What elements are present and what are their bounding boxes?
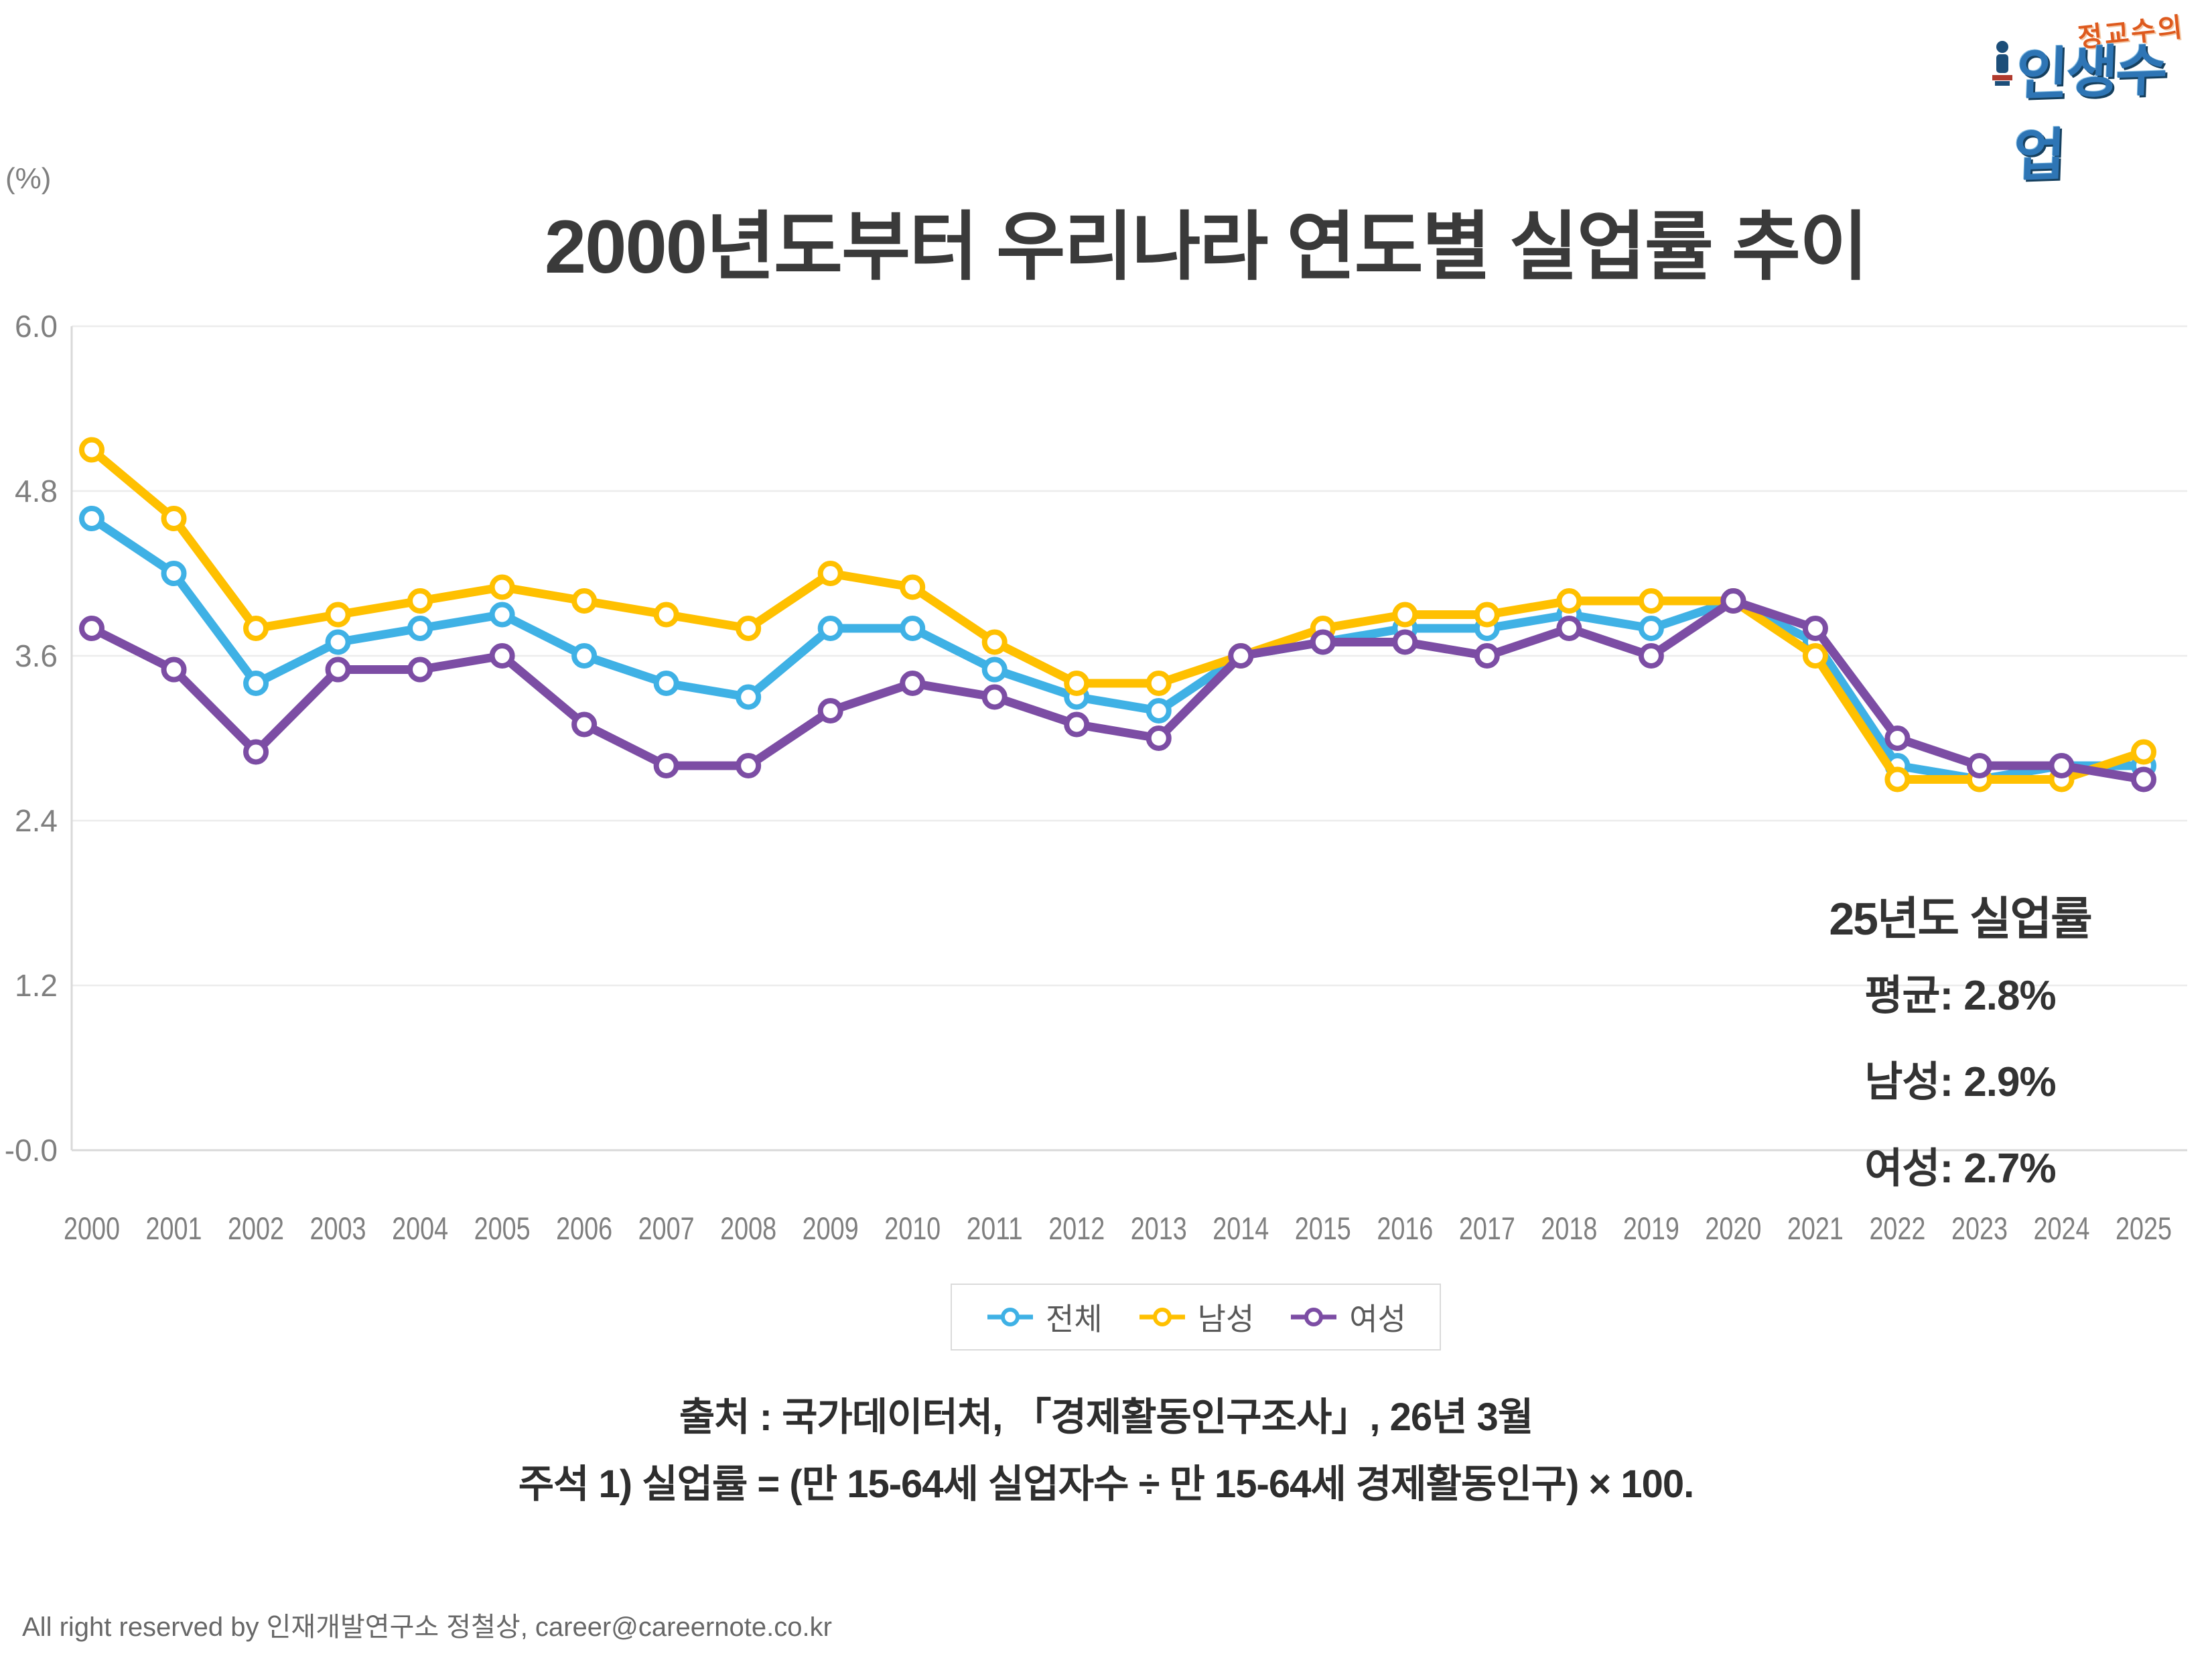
svg-text:2009: 2009 [803,1211,859,1246]
svg-text:2018: 2018 [1541,1211,1597,1246]
y-axis-unit-label: (%) [5,162,52,195]
chart-legend: 전체 남성 여성 [951,1284,1441,1351]
svg-text:2020: 2020 [1705,1211,1761,1246]
svg-text:2014: 2014 [1213,1211,1269,1246]
legend-marker-icon [1291,1308,1337,1326]
svg-text:2019: 2019 [1623,1211,1679,1246]
chart-title: 2000년도부터 우리나라 연도별 실업률 추이 [544,205,1868,289]
svg-text:2001: 2001 [146,1211,202,1246]
svg-text:2003: 2003 [310,1211,366,1246]
legend-label: 여성 [1349,1302,1406,1336]
svg-text:2024: 2024 [2033,1211,2089,1246]
legend-item-남성: 남성 [1137,1295,1255,1339]
legend-marker-icon [987,1308,1033,1326]
svg-text:1.2: 1.2 [15,968,58,1003]
copyright-footer: All right reserved by 인재개발연구소 정철상, caree… [22,1612,832,1642]
legend-label: 남성 [1197,1302,1255,1336]
svg-text:2007: 2007 [638,1211,695,1246]
svg-text:2004: 2004 [392,1211,448,1246]
legend-marker-icon [1139,1308,1185,1326]
svg-text:6.0: 6.0 [15,309,58,344]
svg-text:2011: 2011 [967,1211,1023,1246]
svg-text:2023: 2023 [1951,1211,2008,1246]
annotation-title: 25년도 실업률 [1829,894,2092,945]
svg-text:2.4: 2.4 [15,803,58,838]
logo: 정교수의 인생수업 [1988,4,2209,188]
logo-figure-icon [1992,41,2012,86]
svg-text:2017: 2017 [1459,1211,1515,1246]
svg-text:2000: 2000 [64,1211,120,1246]
svg-text:-0.0: -0.0 [5,1133,58,1168]
svg-text:2008: 2008 [720,1211,776,1246]
svg-text:2016: 2016 [1377,1211,1433,1246]
svg-text:2025: 2025 [2116,1211,2172,1246]
svg-text:2012: 2012 [1048,1211,1105,1246]
annotation-male: 남성: 2.9% [1864,1059,2056,1105]
legend-item-전체: 전체 [985,1295,1103,1339]
svg-text:2021: 2021 [1787,1211,1844,1246]
svg-text:2015: 2015 [1295,1211,1351,1246]
svg-text:3.6: 3.6 [15,638,58,673]
formula-note-line: 주석 1) 실업률 = (만 15-64세 실업자수 ÷ 만 15-64세 경제… [518,1462,1695,1506]
svg-text:2002: 2002 [228,1211,284,1246]
svg-text:2005: 2005 [474,1211,531,1246]
annotation-2025: 25년도 실업률 평균: 2.8% 남성: 2.9% 여성: 2.7% [1755,886,2165,1212]
logo-main-text: 인생수업 [2012,38,2167,188]
svg-text:2006: 2006 [556,1211,612,1246]
legend-label: 전체 [1046,1302,1103,1336]
svg-text:2022: 2022 [1869,1211,1925,1246]
source-line: 출처 : 국가데이터처, 「경제활동인구조사」, 26년 3월 [679,1395,1533,1439]
annotation-average: 평균: 2.8% [1864,973,2056,1019]
notes: 출처 : 국가데이터처, 「경제활동인구조사」, 26년 3월 주석 1) 실업… [0,1384,2212,1518]
annotation-female: 여성: 2.7% [1864,1146,2056,1192]
legend-item-여성: 여성 [1289,1295,1406,1339]
svg-text:2013: 2013 [1131,1211,1187,1246]
svg-text:2010: 2010 [884,1211,941,1246]
svg-text:4.8: 4.8 [15,474,58,508]
